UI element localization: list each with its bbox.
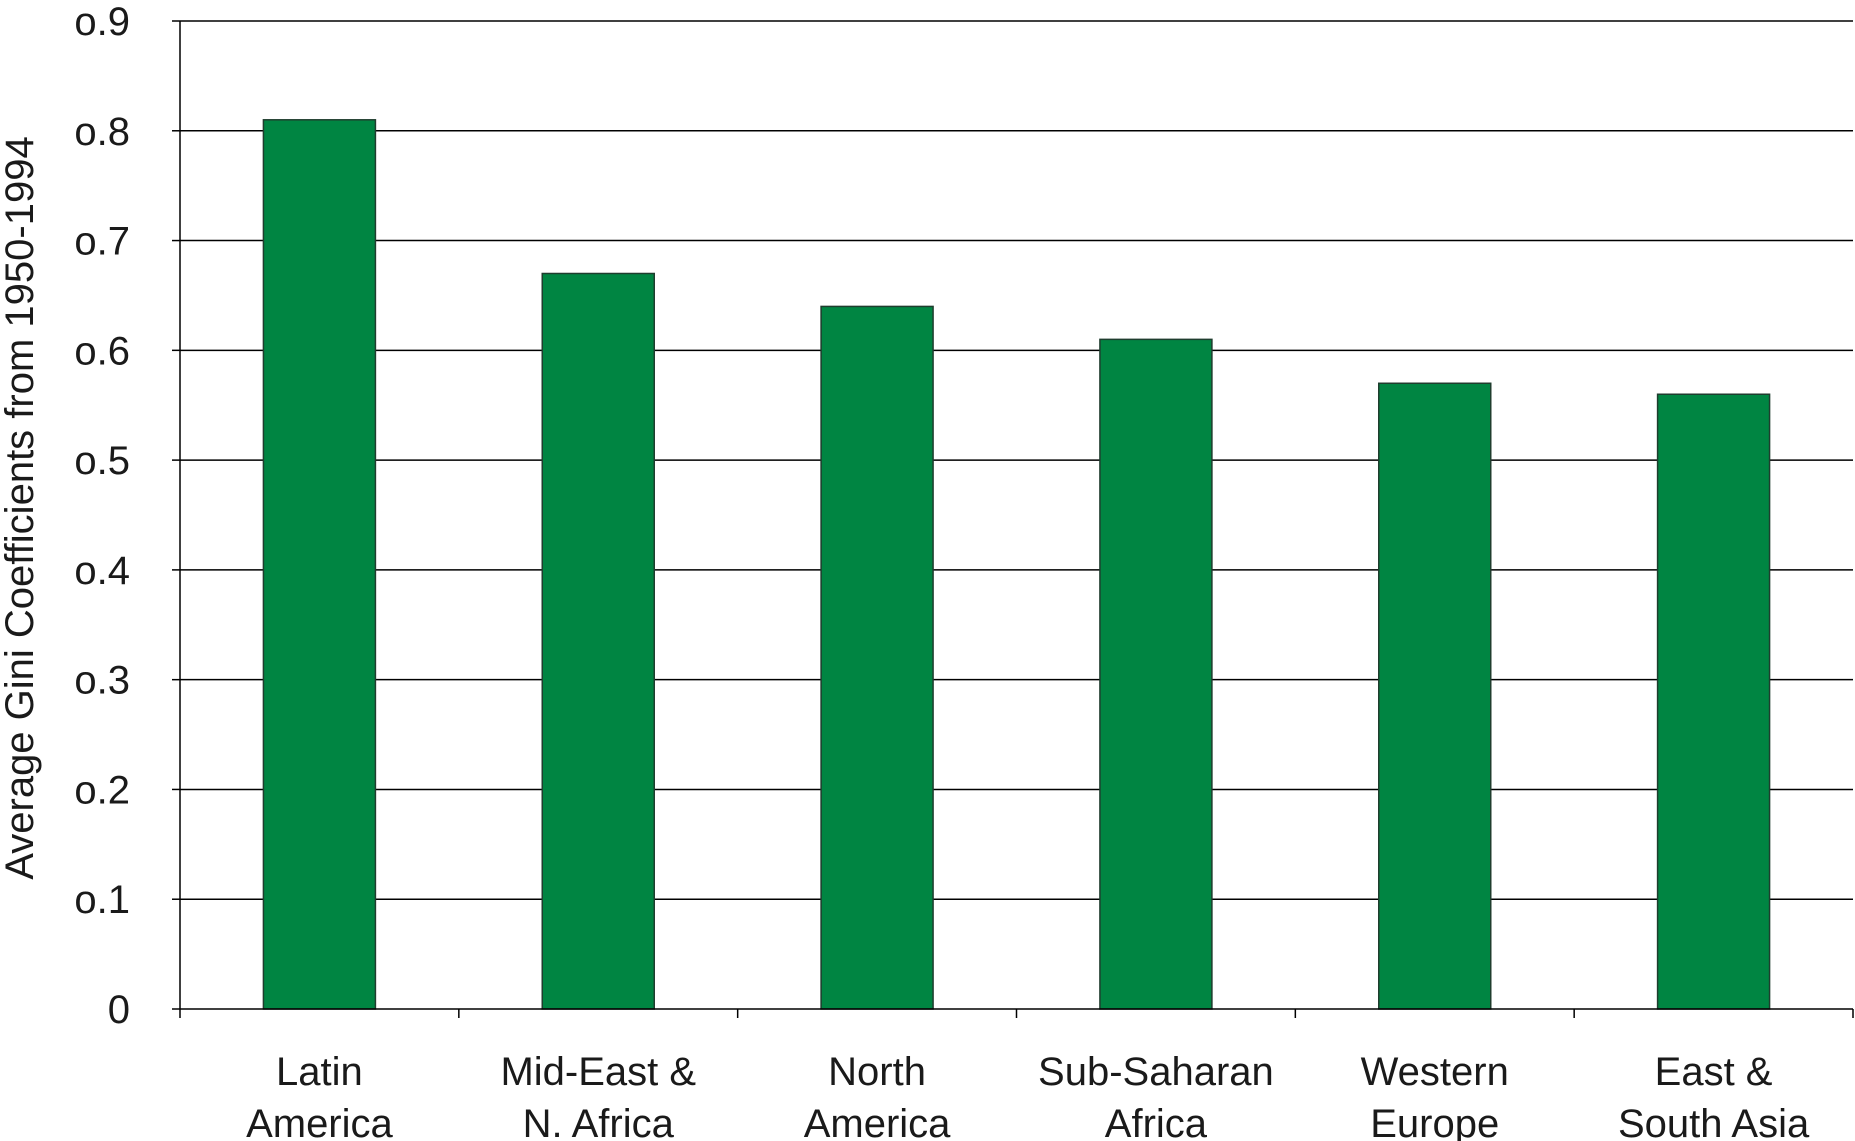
y-tick-label: 0: [108, 988, 130, 1032]
axes: [172, 20, 1854, 1018]
bar: [1099, 338, 1213, 1010]
y-tick-label: o.4: [74, 549, 130, 593]
bar: [262, 119, 377, 1010]
y-tick-labels: 0 o.1 o.2 o.3 o.4 o.5 o.6 o.7 o.8 o.9: [74, 0, 130, 1032]
bar: [820, 305, 934, 1010]
gridlines: [180, 20, 1853, 900]
y-tick-label: o.3: [74, 659, 130, 703]
y-tick-label: o.2: [74, 768, 130, 812]
y-tick-label: o.8: [74, 110, 130, 154]
x-tick-label: East & South Asia: [1618, 1050, 1810, 1141]
y-axis-label: Average Gini Coefficients from 1950-1994: [0, 136, 42, 879]
bars: [262, 119, 1771, 1010]
x-tick-label: Western Europe: [1361, 1050, 1509, 1141]
y-tick-label: o.6: [74, 329, 130, 373]
y-tick-label: o.5: [74, 439, 130, 483]
bar: [1656, 393, 1771, 1010]
bar: [1378, 382, 1492, 1010]
y-tick-label: o.9: [74, 0, 130, 44]
x-tick-label: Mid-East & N. Africa: [500, 1050, 696, 1141]
x-tick-label: Sub-Saharan Africa: [1038, 1050, 1274, 1141]
y-tick-label: o.7: [74, 220, 130, 264]
x-tick-labels: Latin America Mid-East & N. Africa North Amer…: [246, 1050, 1810, 1141]
y-tick-label: o.1: [74, 878, 130, 922]
x-tick-label: Latin America: [246, 1050, 393, 1141]
bar: [541, 272, 655, 1010]
x-tick-label: North America: [804, 1050, 951, 1141]
